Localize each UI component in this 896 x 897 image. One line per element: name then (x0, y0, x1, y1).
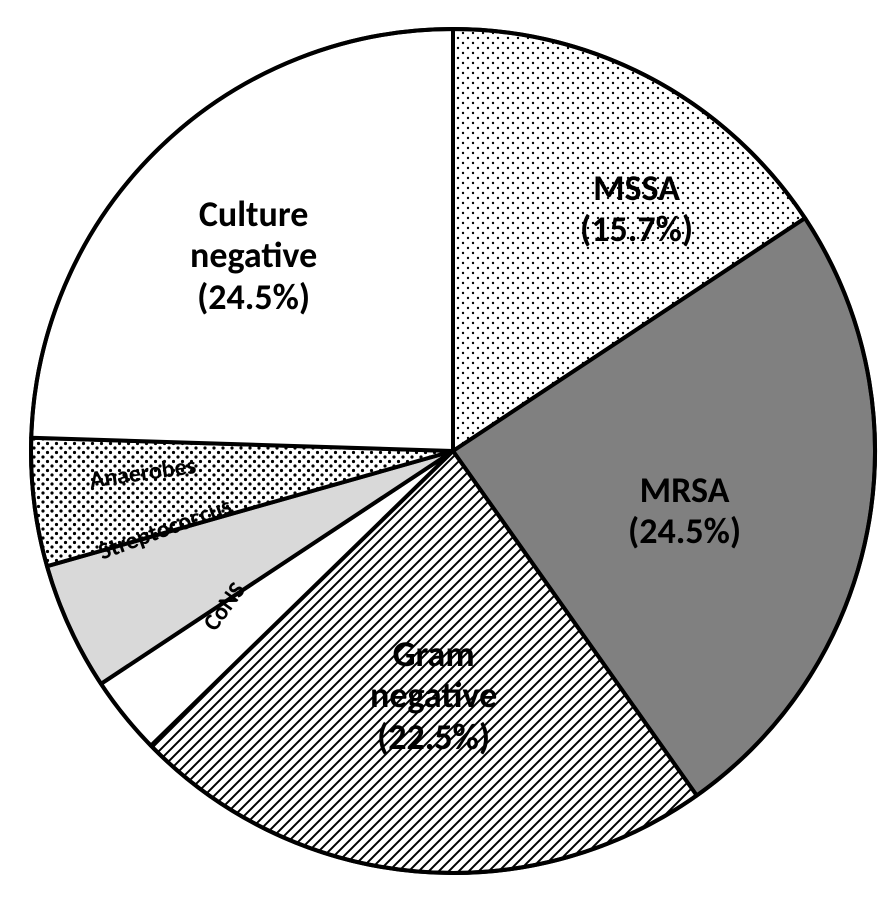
pie-slice-culture-negative (31, 29, 453, 451)
pie-chart-container: MSSA (15.7%)MRSA (24.5%)Gram negative (2… (0, 0, 896, 897)
pie-chart-svg (0, 0, 896, 897)
